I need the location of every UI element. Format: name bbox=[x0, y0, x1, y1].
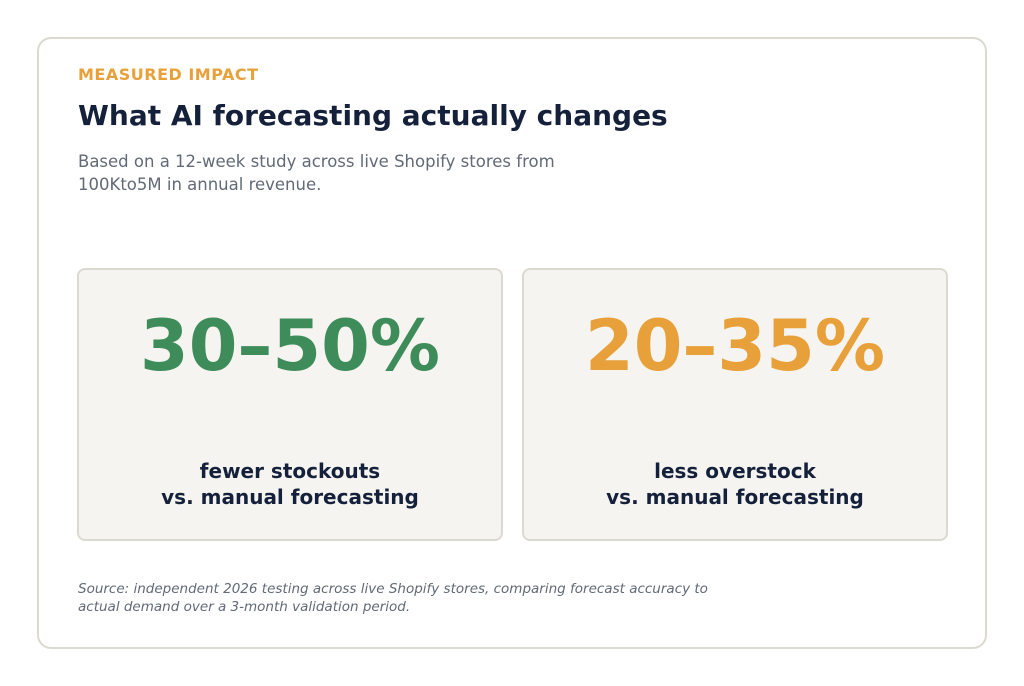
stat-label-line: vs. manual forecasting bbox=[161, 485, 419, 509]
stat-label-line: vs. manual forecasting bbox=[606, 485, 864, 509]
card-subtitle: Based on a 12-week study across live Sho… bbox=[78, 152, 555, 194]
stat-value: 30–50% bbox=[140, 305, 440, 387]
stat-label-line: less overstock bbox=[654, 459, 816, 483]
impact-card: MEASURED IMPACT What AI forecasting actu… bbox=[37, 37, 987, 649]
stat-label-line: fewer stockouts bbox=[199, 459, 381, 483]
stat-label: fewer stockouts vs. manual forecasting bbox=[79, 458, 501, 510]
stat-card-stockouts: 30–50% fewer stockouts vs. manual foreca… bbox=[77, 268, 503, 541]
stat-card-overstock: 20–35% less overstock vs. manual forecas… bbox=[522, 268, 948, 541]
card-title: What AI forecasting actually changes bbox=[78, 99, 668, 132]
stat-label: less overstock vs. manual forecasting bbox=[524, 458, 946, 510]
eyebrow-label: MEASURED IMPACT bbox=[78, 65, 259, 84]
stat-value: 20–35% bbox=[585, 305, 885, 387]
source-note: Source: independent 2026 testing across … bbox=[78, 581, 708, 615]
